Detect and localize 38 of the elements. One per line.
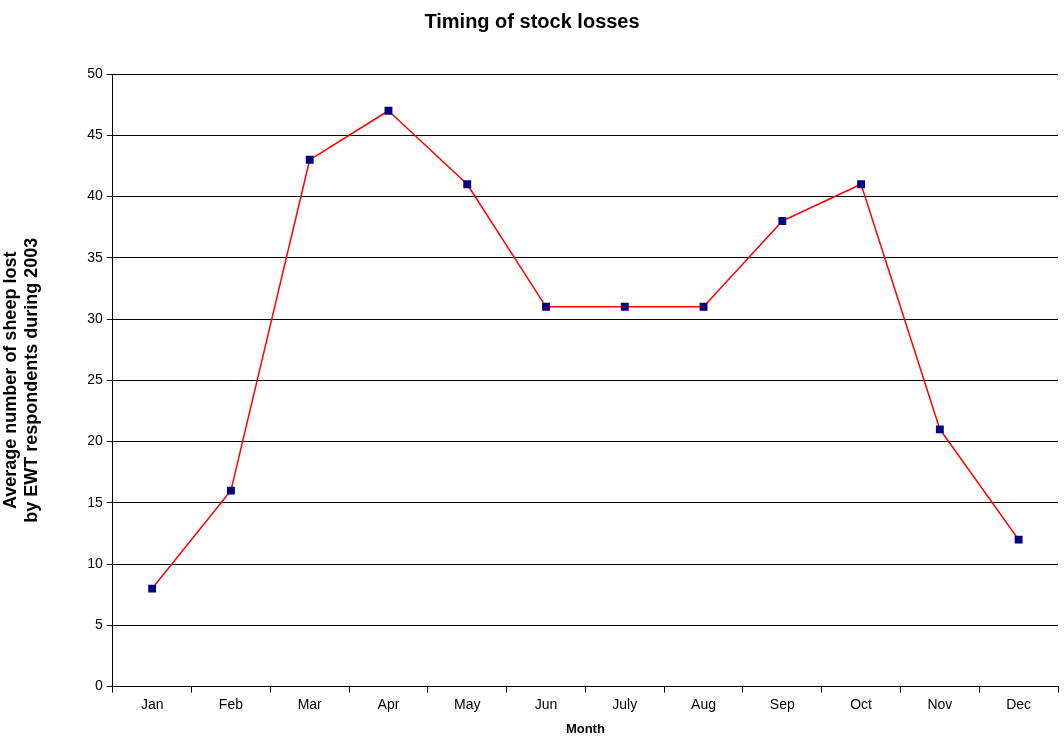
x-axis-title: Month	[565, 720, 605, 736]
x-tick-label: Oct	[850, 695, 873, 712]
y-tick-label: 30	[87, 309, 103, 326]
x-tick-label: May	[454, 695, 481, 712]
x-tick-label: Nov	[927, 695, 953, 712]
point	[463, 180, 472, 189]
x-tick-label: Apr	[377, 695, 400, 712]
point	[935, 425, 944, 434]
point	[542, 302, 550, 311]
y-tick-label: 15	[87, 493, 103, 510]
y-tick-label: 40	[87, 187, 103, 204]
y-tick-label: 5	[94, 616, 103, 633]
y-axis-title: Average number of sheep lost by EWT respondents during 2003	[0, 237, 42, 523]
y-tick-label: 0	[94, 677, 103, 694]
y-tick-label: 20	[87, 432, 103, 449]
x-tick-label: Aug	[691, 695, 716, 712]
point	[148, 584, 157, 593]
point	[226, 486, 235, 495]
point	[305, 155, 314, 164]
point	[1014, 535, 1023, 544]
x-tick-label: Dec	[1006, 695, 1032, 712]
y-tick-label: 50	[87, 64, 103, 81]
point	[384, 106, 393, 115]
x-tick-label: Mar	[297, 695, 323, 712]
point	[857, 180, 866, 189]
x-tick-label: Jan	[140, 695, 164, 712]
point	[699, 302, 708, 311]
x-tick-label: Jun	[534, 695, 558, 712]
y-tick-label: 25	[87, 371, 103, 388]
x-tick-label: Feb	[218, 695, 244, 712]
point	[620, 302, 629, 311]
point	[778, 217, 787, 225]
y-tick-label: 10	[87, 554, 103, 571]
x-tick-label: July	[612, 695, 638, 712]
y-tick-label: 45	[87, 126, 103, 143]
chart-title: Timing of stock losses	[424, 9, 640, 32]
x-tick-label: Sep	[769, 695, 795, 712]
y-tick-label: 35	[87, 248, 103, 265]
